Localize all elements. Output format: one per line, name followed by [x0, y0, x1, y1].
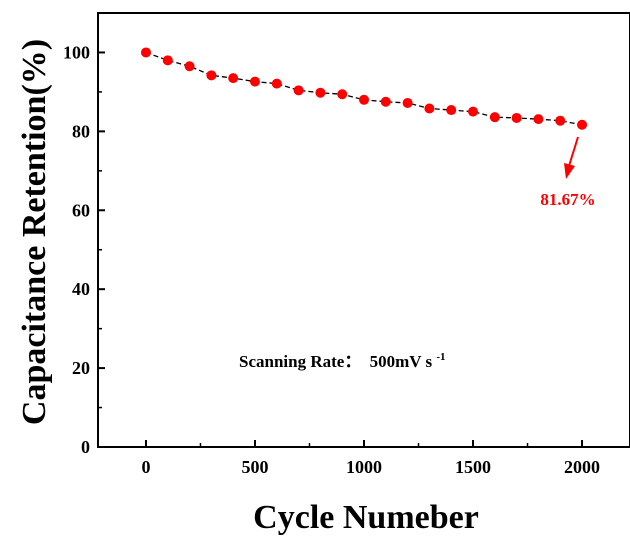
data-point: [555, 115, 566, 126]
data-point: [249, 76, 260, 87]
plot-frame: [97, 12, 630, 448]
data-point: [446, 105, 457, 116]
data-point: [511, 112, 522, 123]
data-point: [359, 94, 369, 105]
data-point: [271, 78, 282, 89]
data-point: [337, 89, 348, 100]
data-point: [380, 96, 391, 107]
x-tick-label: 1000: [346, 457, 382, 477]
x-tick-label: 500: [241, 457, 268, 477]
y-tick-label: 60: [72, 200, 90, 220]
annotation-label: 81.67%: [540, 190, 595, 209]
annotation-arrow: [564, 136, 579, 179]
x-tick-label: 1500: [455, 457, 491, 477]
data-point: [184, 61, 195, 72]
data-point: [162, 55, 173, 66]
x-tick-label: 2000: [564, 457, 600, 477]
x-tick-label: 0: [141, 457, 150, 477]
data-point: [140, 47, 151, 58]
y-tick-label: 80: [72, 121, 90, 141]
ticks: [98, 51, 584, 448]
data-markers: [140, 47, 588, 130]
data-point: [402, 97, 413, 108]
data-point: [424, 103, 435, 114]
y-tick-label: 100: [63, 42, 90, 62]
y-tick-label: 0: [81, 437, 90, 457]
scanning-rate-exponent: -1: [436, 351, 445, 363]
data-point: [293, 85, 304, 96]
y-axis-title: Capacitance Retention(%): [16, 39, 53, 425]
x-axis-title: Cycle Numeber: [253, 499, 479, 536]
data-point: [577, 119, 588, 130]
data-point: [206, 70, 217, 81]
data-point: [533, 114, 544, 125]
y-tick-label: 20: [72, 358, 90, 378]
data-point: [489, 112, 500, 123]
data-point: [228, 73, 239, 84]
data-point: [468, 106, 479, 117]
data-point: [315, 87, 326, 98]
scanning-rate-label: Scanning Rate：: [239, 352, 361, 371]
scanning-rate-value: 500mV s: [370, 352, 433, 371]
scanning-rate-note: Scanning Rate： 500mV s -1: [239, 351, 446, 371]
y-tick-label: 40: [72, 279, 90, 299]
